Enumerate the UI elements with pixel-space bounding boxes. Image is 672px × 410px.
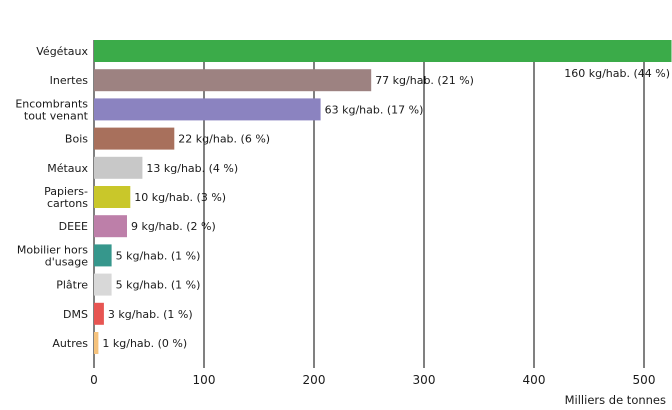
bar	[94, 332, 99, 354]
value-label: 63 kg/hab. (17 %)	[325, 103, 424, 116]
value-label: 160 kg/hab. (44 %)	[564, 67, 670, 80]
x-tick-label: 0	[90, 373, 98, 387]
category-label: Encombrants tout venant	[15, 97, 88, 122]
x-axis-ticks: 0 100 200 300 400 500	[90, 373, 655, 387]
value-label: 22 kg/hab. (6 %)	[178, 133, 270, 146]
value-label: 5 kg/hab. (1 %)	[116, 279, 201, 292]
value-label: 10 kg/hab. (3 %)	[134, 191, 226, 204]
bar	[94, 127, 175, 150]
bar	[94, 156, 143, 179]
category-label: Papiers-cartons	[44, 185, 88, 210]
category-label: Inertes	[50, 74, 89, 87]
category-label: Bois	[65, 133, 88, 146]
value-label: 1 kg/hab. (0 %)	[102, 337, 187, 350]
x-tick-label: 100	[193, 373, 216, 387]
value-label: 9 kg/hab. (2 %)	[131, 220, 216, 233]
category-label: Mobilier hors d'usage	[17, 243, 88, 268]
bar	[94, 273, 112, 296]
x-tick-label: 400	[523, 373, 546, 387]
x-tick-label: 300	[413, 373, 436, 387]
bar	[94, 244, 112, 267]
value-label: 77 kg/hab. (21 %)	[375, 74, 474, 87]
bar	[94, 40, 672, 62]
category-label: Autres	[52, 337, 88, 350]
bar	[94, 69, 372, 92]
bar	[94, 302, 104, 325]
category-label: DMS	[63, 308, 88, 321]
bar	[94, 186, 131, 208]
x-tick-label: 200	[303, 373, 326, 387]
category-label: Métaux	[47, 162, 88, 175]
x-tick-label: 500	[633, 373, 656, 387]
category-label: DEEE	[59, 220, 88, 233]
value-label: 3 kg/hab. (1 %)	[108, 308, 193, 321]
x-axis-title: Milliers de tonnes	[565, 393, 666, 407]
bars	[94, 40, 672, 354]
value-labels: 160 kg/hab. (44 %) 77 kg/hab. (21 %) 63 kg…	[102, 67, 670, 350]
value-label: 5 kg/hab. (1 %)	[116, 249, 201, 262]
bar	[94, 98, 321, 121]
category-label: Végétaux	[36, 45, 88, 58]
bar	[94, 215, 127, 238]
category-labels: Végétaux Inertes Encombrants tout venant Boi…	[15, 45, 88, 350]
category-label: Plâtre	[56, 279, 88, 292]
value-label: 13 kg/hab. (4 %)	[146, 162, 238, 175]
